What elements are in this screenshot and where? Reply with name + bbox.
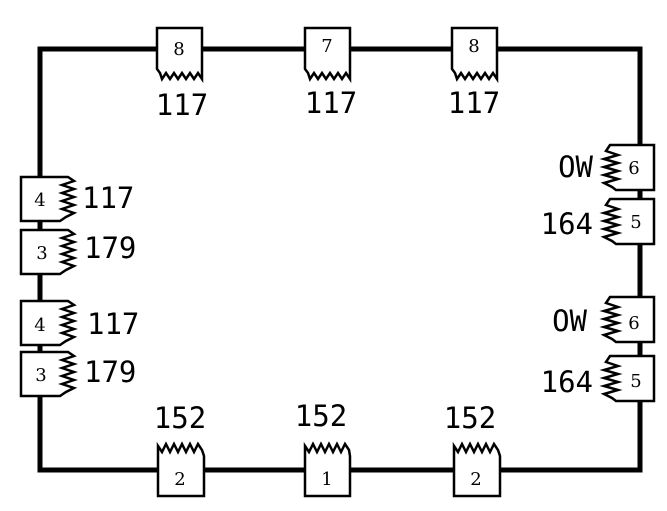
piece-label: 117 <box>448 86 500 120</box>
piece-number: 1 <box>321 469 332 490</box>
piece-number: 4 <box>34 190 45 211</box>
right-piece-1: 6 OW <box>558 143 656 192</box>
piece-number: 2 <box>174 469 185 490</box>
left-piece-1: 4 117 <box>19 175 134 223</box>
piece-number: 5 <box>630 371 641 392</box>
left-piece-4: 3 179 <box>19 350 136 398</box>
piece-number: 5 <box>630 212 641 233</box>
bottom-piece-2: 1 152 <box>295 399 352 498</box>
right-piece-3: 6 OW <box>552 295 656 344</box>
piece-shape <box>599 295 656 344</box>
piece-number: 3 <box>35 365 46 386</box>
piece-shape <box>599 197 656 246</box>
piece-number: 6 <box>628 158 639 179</box>
piece-shape <box>155 26 204 84</box>
piece-number: 7 <box>321 36 332 57</box>
piece-shape <box>599 143 656 192</box>
piece-number: 2 <box>470 469 481 490</box>
piece-label: 117 <box>82 181 134 215</box>
piece-label: 117 <box>305 86 357 120</box>
piece-number: 8 <box>173 39 184 60</box>
bottom-piece-3: 2 152 <box>444 401 502 498</box>
top-piece-1: 8 117 <box>155 26 208 122</box>
piece-shape <box>19 299 78 347</box>
piece-label: 152 <box>154 401 206 435</box>
piece-shape <box>19 350 78 398</box>
piece-shape <box>450 26 499 84</box>
piece-label: 179 <box>84 231 136 265</box>
piece-shape <box>599 354 656 403</box>
piece-number: 3 <box>36 243 47 264</box>
piece-label: OW <box>552 304 587 338</box>
left-piece-2: 3 179 <box>19 228 136 276</box>
piece-shape <box>19 175 78 223</box>
piece-label: 152 <box>295 399 347 433</box>
piece-label: 164 <box>541 365 593 399</box>
top-piece-2: 7 117 <box>303 26 357 120</box>
piece-number: 8 <box>468 36 479 57</box>
piece-number: 4 <box>34 315 45 336</box>
right-piece-2: 5 164 <box>541 197 656 246</box>
piece-label: 117 <box>87 307 139 341</box>
piece-label: 117 <box>156 88 208 122</box>
piece-number: 6 <box>628 313 639 334</box>
left-piece-3: 4 117 <box>19 299 139 347</box>
piece-label: OW <box>558 150 593 184</box>
piece-label: 152 <box>444 401 496 435</box>
piece-shape <box>303 441 352 498</box>
piece-label: 179 <box>84 355 136 389</box>
right-piece-4: 5 164 <box>541 354 656 403</box>
piece-shape <box>19 228 78 276</box>
bottom-piece-1: 2 152 <box>154 401 206 498</box>
piece-label: 164 <box>541 207 593 241</box>
piece-shape <box>303 26 352 84</box>
piece-shape <box>156 441 206 498</box>
piece-shape <box>452 441 502 498</box>
top-piece-3: 8 117 <box>448 26 500 120</box>
